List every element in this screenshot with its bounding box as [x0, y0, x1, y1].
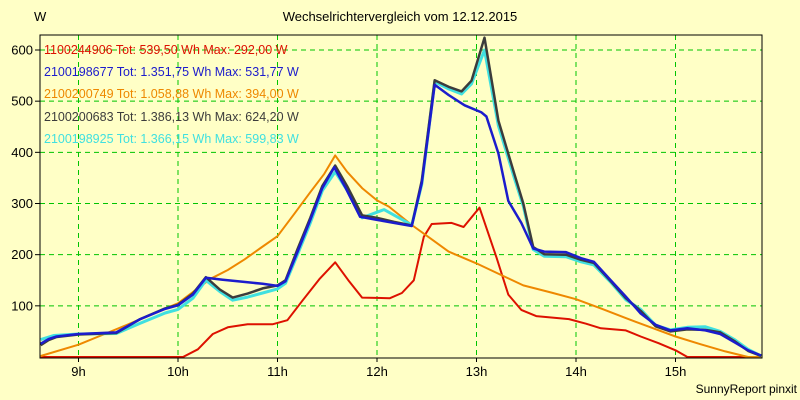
- y-tick-label: 300: [11, 196, 33, 211]
- y-axis-unit-label: W: [34, 9, 47, 24]
- x-tick-label: 14h: [565, 364, 587, 379]
- x-tick-label: 11h: [267, 364, 288, 379]
- legend-item-2100200749: 2100200749 Tot: 1.058,88 Wh Max: 394,00 …: [44, 87, 299, 102]
- legend-item-1100244906: 1100244906 Tot: 539,50 Wh Max: 292,00 W: [44, 43, 288, 57]
- watermark: SunnyReport pinxit: [695, 382, 797, 396]
- y-tick-label: 400: [11, 145, 33, 160]
- x-tick-label: 10h: [167, 364, 189, 379]
- plot-frame: [39, 34, 763, 359]
- x-tick-label: 15h: [665, 364, 687, 379]
- y-tick-label: 500: [11, 94, 33, 109]
- chart-title: Wechselrichtervergleich vom 12.12.2015: [282, 9, 518, 24]
- series-line-1100244906: [40, 206, 762, 358]
- legend-item-2100198677: 2100198677 Tot: 1.351,75 Wh Max: 531,77 …: [44, 65, 299, 80]
- legend-item-2100200683: 2100200683 Tot: 1.386,13 Wh Max: 624,20 …: [44, 109, 299, 124]
- series-line-2100198677: [40, 83, 762, 357]
- legend: 1100244906 Tot: 539,50 Wh Max: 292,00 W 2…: [44, 39, 299, 150]
- x-tick-label: 13h: [466, 364, 488, 379]
- legend-item-2100198925: 2100198925 Tot: 1.366,15 Wh Max: 599,83 …: [44, 131, 299, 146]
- y-tick-label: 100: [11, 298, 33, 313]
- series-line-2100200749: [40, 154, 762, 358]
- x-tick-label: 9h: [71, 364, 85, 379]
- y-tick-label: 200: [11, 247, 33, 262]
- y-tick-label: 600: [11, 43, 33, 58]
- x-tick-label: 12h: [366, 364, 388, 379]
